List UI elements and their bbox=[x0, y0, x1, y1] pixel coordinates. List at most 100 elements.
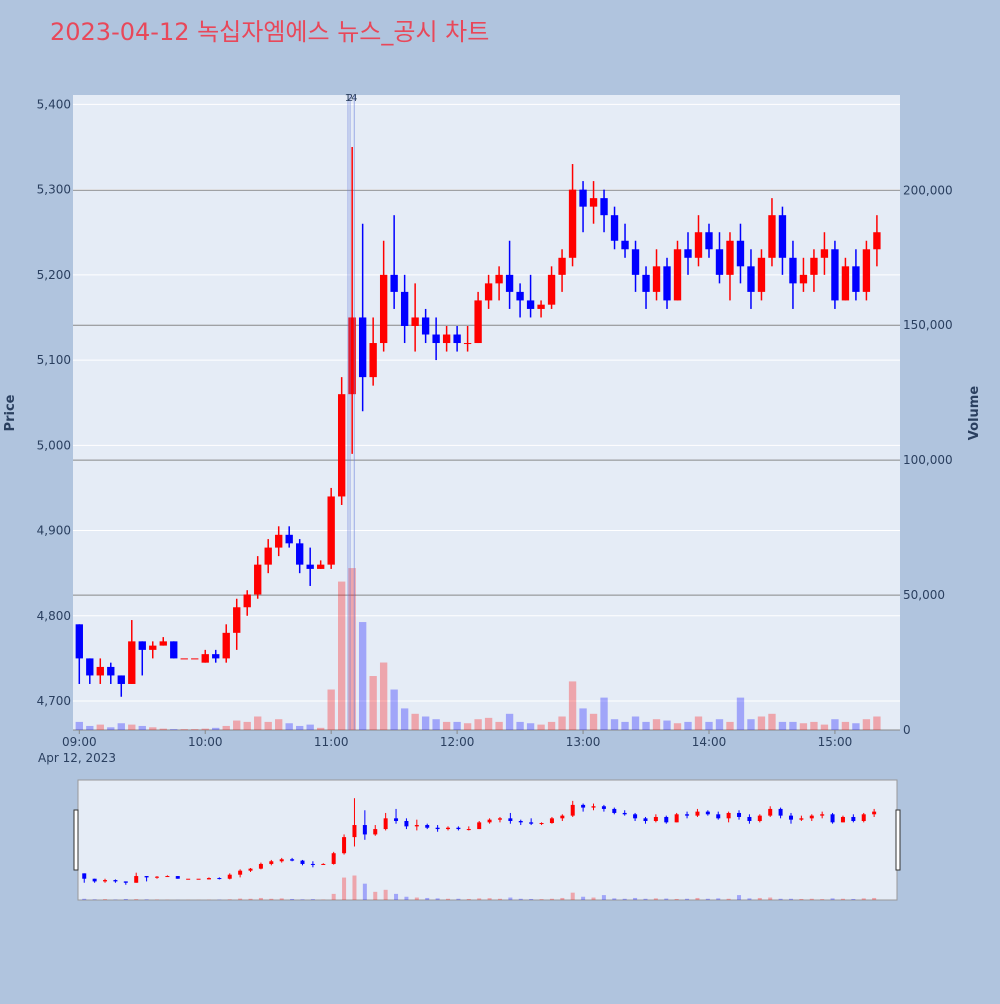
volume-bar bbox=[380, 663, 387, 730]
volume-bar bbox=[632, 717, 639, 730]
mini-body bbox=[810, 816, 814, 819]
mini-body bbox=[685, 814, 689, 815]
volume-bar bbox=[307, 725, 314, 730]
mini-volume bbox=[238, 899, 242, 900]
mini-volume bbox=[352, 876, 356, 900]
volume-bar bbox=[600, 698, 607, 730]
mini-body bbox=[332, 853, 336, 864]
candle-body bbox=[97, 667, 104, 676]
mini-body bbox=[716, 814, 720, 818]
mini-body bbox=[373, 829, 377, 834]
slider-handle[interactable] bbox=[896, 810, 900, 870]
range-slider[interactable] bbox=[78, 780, 897, 900]
mini-volume bbox=[737, 895, 741, 900]
candle-body bbox=[674, 249, 681, 300]
volume-bar bbox=[537, 725, 544, 730]
volume-bar bbox=[737, 698, 744, 730]
slider-handle[interactable] bbox=[74, 810, 78, 870]
candle-body bbox=[558, 258, 565, 275]
volume-bar bbox=[369, 676, 376, 730]
volume-bar bbox=[422, 717, 429, 730]
candle-body bbox=[663, 266, 670, 300]
y-tick-label: 5,000 bbox=[37, 438, 71, 452]
volume-bar bbox=[548, 722, 555, 730]
mini-body bbox=[186, 879, 190, 880]
volume-bar bbox=[621, 722, 628, 730]
mini-volume bbox=[404, 897, 408, 900]
mini-volume bbox=[477, 898, 481, 900]
mini-body bbox=[841, 817, 845, 822]
candle-body bbox=[726, 241, 733, 275]
mini-body bbox=[269, 861, 273, 864]
y2-tick-label: 50,000 bbox=[903, 588, 945, 602]
mini-volume bbox=[706, 899, 710, 900]
mini-body bbox=[477, 822, 481, 829]
mini-volume bbox=[602, 895, 606, 900]
candle-body bbox=[642, 275, 649, 292]
volume-bar bbox=[453, 722, 460, 730]
y2-axis-title: Volume bbox=[967, 386, 982, 441]
candle-body bbox=[506, 275, 513, 292]
mini-volume bbox=[758, 898, 762, 900]
mini-body bbox=[851, 817, 855, 821]
mini-body bbox=[363, 825, 367, 834]
volume-bar bbox=[663, 721, 670, 730]
mini-volume bbox=[727, 899, 731, 900]
y-axis-title: Price bbox=[3, 394, 18, 431]
volume-bar bbox=[800, 723, 807, 730]
volume-bar bbox=[464, 723, 471, 730]
mini-volume bbox=[103, 899, 107, 900]
mini-body bbox=[612, 809, 616, 813]
volume-bar bbox=[401, 708, 408, 730]
mini-body bbox=[124, 881, 128, 882]
mini-volume bbox=[592, 898, 596, 900]
mini-volume bbox=[498, 899, 502, 900]
mini-volume bbox=[488, 898, 492, 900]
candle-body bbox=[873, 232, 880, 249]
mini-body bbox=[456, 828, 460, 829]
mini-body bbox=[831, 814, 835, 822]
candle-body bbox=[286, 535, 293, 544]
mini-volume bbox=[290, 899, 294, 900]
mini-volume bbox=[93, 899, 97, 900]
candle-body bbox=[170, 641, 177, 658]
candle-body bbox=[695, 232, 702, 258]
mini-body bbox=[602, 806, 606, 809]
candle-body bbox=[810, 258, 817, 275]
mini-volume bbox=[768, 898, 772, 900]
volume-bar bbox=[485, 718, 492, 730]
mini-volume bbox=[342, 878, 346, 900]
mini-body bbox=[113, 880, 117, 881]
mini-volume bbox=[747, 898, 751, 900]
mini-volume bbox=[384, 890, 388, 900]
mini-volume bbox=[820, 899, 824, 900]
candle-body bbox=[474, 300, 481, 343]
mini-body bbox=[664, 817, 668, 822]
mini-volume bbox=[571, 893, 575, 900]
volume-bar bbox=[97, 725, 104, 730]
candle-body bbox=[149, 646, 156, 650]
candle-body bbox=[852, 266, 859, 292]
candle-body bbox=[443, 335, 450, 344]
volume-bar bbox=[831, 719, 838, 730]
candle-body bbox=[390, 275, 397, 292]
candle-body bbox=[590, 198, 597, 207]
mini-volume bbox=[862, 898, 866, 900]
mini-volume bbox=[851, 899, 855, 900]
volume-bar bbox=[212, 728, 219, 730]
mini-volume bbox=[425, 898, 429, 900]
volume-bar bbox=[265, 722, 272, 730]
mini-body bbox=[550, 818, 554, 823]
mini-volume bbox=[550, 899, 554, 900]
volume-bar bbox=[516, 722, 523, 730]
mini-body bbox=[207, 878, 211, 879]
candle-body bbox=[422, 317, 429, 334]
candle-body bbox=[716, 249, 723, 275]
mini-volume bbox=[685, 899, 689, 900]
candle-body bbox=[86, 658, 93, 675]
volume-bar bbox=[390, 690, 397, 730]
mini-body bbox=[529, 822, 533, 823]
candle-body bbox=[632, 249, 639, 275]
mini-body bbox=[695, 812, 699, 816]
x-tick-label: 11:00 bbox=[314, 735, 349, 749]
